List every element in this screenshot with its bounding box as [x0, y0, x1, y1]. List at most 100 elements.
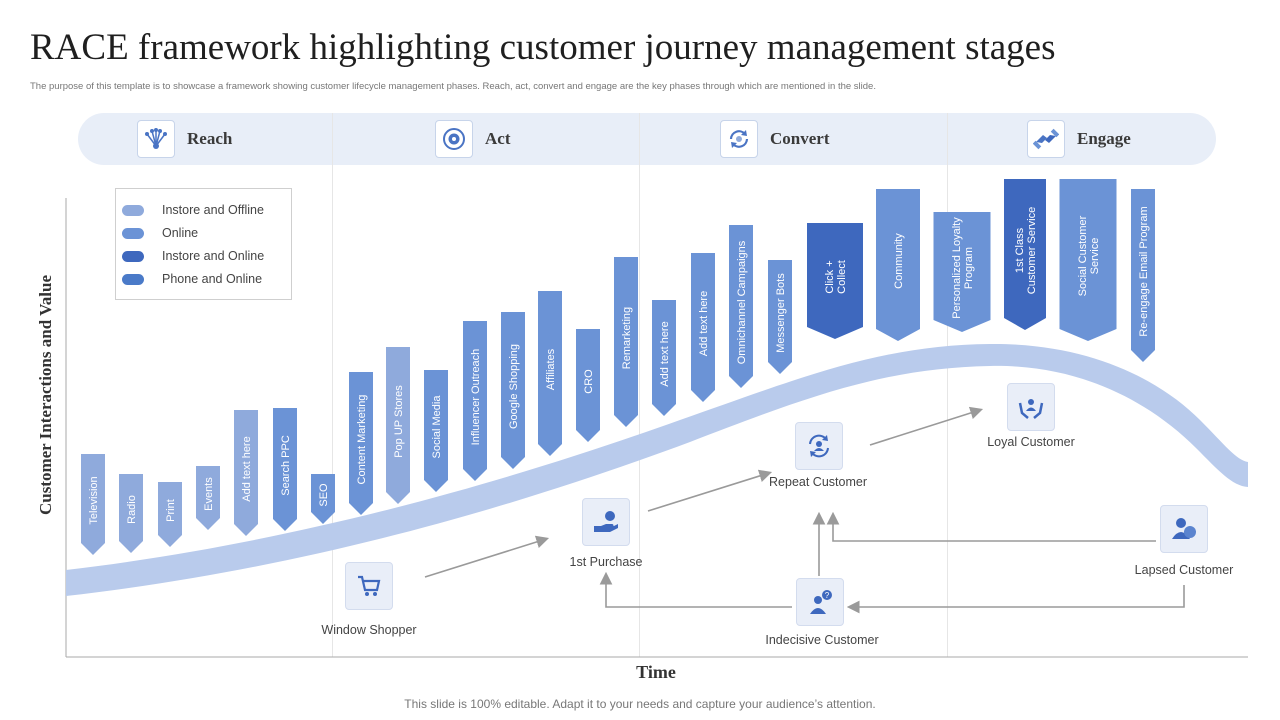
stage-window-shopper: Window Shopper: [321, 623, 417, 637]
phase-act: Act: [435, 119, 510, 159]
channel-label: Influencer Outreach: [470, 349, 482, 446]
phase-convert: Convert: [720, 119, 829, 159]
stage-repeat-customer: Repeat Customer: [769, 475, 867, 489]
repeat-customer-icon: [795, 422, 843, 470]
channel-label: Pop UP Stores: [393, 385, 405, 458]
channel-label: Television: [88, 476, 100, 524]
channel-label: SEO: [318, 483, 330, 507]
legend-swatch: [122, 250, 144, 262]
page-title: RACE framework highlighting customer jou…: [30, 27, 1056, 68]
legend-item: Phone and Online: [122, 269, 262, 289]
legend-label: Online: [162, 226, 199, 240]
arrow-repeat-to-loyal: [869, 406, 984, 446]
channel-flag: [196, 466, 220, 530]
stage-indecisive-customer: Indecisive Customer: [765, 633, 879, 647]
channel-flag: [614, 257, 638, 427]
channel-label: Social Customer: [1077, 215, 1089, 296]
arrow-first-to-repeat: [647, 469, 773, 512]
page-subtitle: The purpose of this template is to showc…: [30, 81, 876, 92]
handshake-icon: [1027, 120, 1065, 158]
channel-label: Social Media: [431, 395, 443, 459]
legend-swatch: [122, 273, 144, 285]
legend-swatch: [122, 227, 144, 239]
channel-label: Print: [165, 499, 177, 522]
legend-label: Instore and Online: [162, 249, 265, 263]
legend-swatch: [122, 204, 144, 216]
phase-label: Engage: [1077, 129, 1131, 148]
channel-label: Click +: [824, 260, 836, 293]
channel-label: Customer Service: [1026, 207, 1038, 294]
channel-flag: [1004, 179, 1046, 330]
channel-flag: [652, 300, 676, 416]
footer-note: This slide is 100% editable. Adapt it to…: [404, 697, 876, 711]
channel-flag: [273, 408, 297, 531]
target-icon: [435, 120, 473, 158]
channel-flag: [386, 347, 410, 504]
channel-label: Content Marketing: [356, 395, 368, 485]
channel-label: Radio: [126, 495, 138, 524]
phase-band: [78, 113, 1216, 165]
legend-item: Instore and Offline: [122, 200, 264, 220]
channel-label: Service: [1089, 238, 1101, 275]
channel-flag: [691, 253, 715, 402]
channel-label: Add text here: [698, 291, 710, 356]
question-person-icon: ?: [796, 578, 844, 626]
legend: Instore and Offline Online Instore and O…: [115, 188, 292, 300]
phase-reach: Reach: [137, 119, 232, 159]
channel-label: Community: [893, 233, 905, 289]
channel-label: Collect: [836, 260, 848, 294]
x-axis-label: Time: [636, 662, 676, 682]
channel-flag: [119, 474, 143, 553]
channel-label: Add text here: [241, 436, 253, 501]
arrow-indecisive-to-first: [599, 571, 792, 608]
channel-flag: [424, 370, 448, 492]
phase-label: Reach: [187, 129, 233, 148]
phase-divider: [639, 113, 640, 657]
channel-label: Program: [963, 247, 975, 289]
legend-label: Instore and Offline: [162, 203, 264, 217]
legend-label: Phone and Online: [162, 272, 263, 286]
channel-flag: [234, 410, 258, 536]
network-icon: [137, 120, 175, 158]
phase-divider: [332, 113, 333, 657]
shopping-cart-icon: [345, 562, 393, 610]
channel-label: Affiliates: [545, 348, 557, 390]
svg-text:?: ?: [825, 591, 830, 600]
channel-label: Personalized Loyalty: [951, 217, 963, 319]
channel-flag: [768, 260, 792, 374]
stage-loyal-customer: Loyal Customer: [987, 435, 1075, 449]
stage-lapsed-customer: Lapsed Customer: [1134, 563, 1234, 577]
loyal-hands-icon: [1007, 383, 1055, 431]
legend-item: Instore and Online: [122, 246, 264, 266]
channel-label: Google Shopping: [508, 344, 520, 429]
arrow-lapsed-to-indecisive: [846, 585, 1185, 614]
channel-flag: [501, 312, 525, 469]
journey-curve: [66, 343, 1248, 596]
channel-label: Remarketing: [621, 307, 633, 369]
channel-label: CRO: [583, 369, 595, 394]
channel-label: Search PPC: [280, 435, 292, 496]
stage-first-purchase: 1st Purchase: [569, 555, 643, 569]
channel-flag: [463, 321, 487, 481]
channel-label: Messenger Bots: [775, 273, 787, 353]
channel-flag: [807, 223, 863, 339]
arrow-lapsed-to-repeat: [826, 511, 1156, 542]
channel-flag: [933, 212, 991, 332]
channel-label: Re-engage Email Program: [1138, 206, 1150, 336]
channel-flag: [1131, 189, 1155, 362]
channel-flag: [81, 454, 105, 555]
channel-flag: [729, 225, 753, 388]
channel-label: Add text here: [659, 321, 671, 386]
arrow-window-to-first: [424, 535, 550, 578]
y-axis-label: Customer Interactions and Value: [36, 274, 55, 516]
channel-flag: [349, 372, 373, 515]
phase-label: Convert: [770, 129, 830, 148]
channel-flag: [158, 482, 182, 547]
channel-flags: Television Radio Print Events Add text here S…: [81, 179, 1155, 555]
phase-divider: [947, 113, 948, 657]
channel-flag: [576, 329, 600, 442]
channel-flag: [876, 189, 920, 341]
hand-coin-icon: [582, 498, 630, 546]
cycle-icon: [720, 120, 758, 158]
